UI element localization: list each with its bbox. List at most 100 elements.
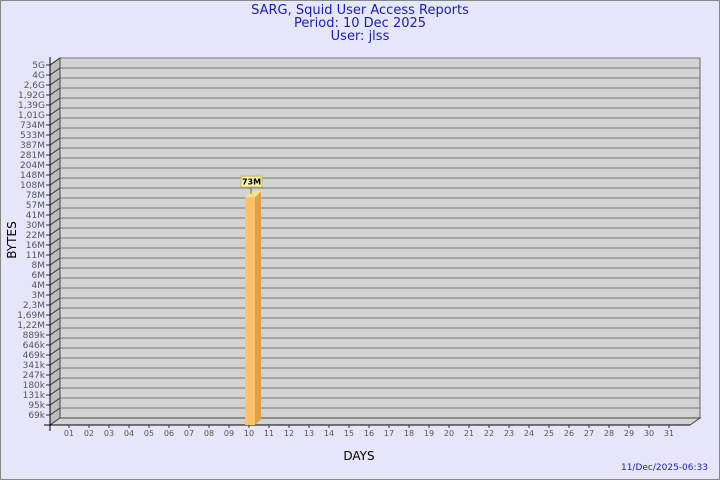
y-tick-label: 469k — [23, 351, 46, 361]
x-tick-label: 29 — [624, 429, 634, 438]
y-tick-label: 16M — [26, 241, 45, 251]
y-tick-label: 5G — [32, 61, 45, 71]
x-tick-label: 30 — [644, 429, 654, 438]
y-grid-slant — [49, 147, 61, 156]
y-tick-label: 78M — [26, 191, 45, 201]
y-tick-label: 41M — [26, 211, 45, 221]
bar — [245, 197, 255, 425]
y-grid-slant — [49, 277, 61, 286]
y-grid-slant — [49, 87, 61, 96]
y-tick-label: 533M — [20, 131, 45, 141]
y-grid-slant — [49, 357, 61, 366]
bar-side — [255, 191, 261, 425]
y-grid-slant — [49, 187, 61, 196]
bar-data-label: 73M — [242, 178, 261, 187]
y-tick-label: 4G — [32, 71, 45, 81]
y-grid-slant — [49, 257, 61, 266]
x-tick-label: 05 — [144, 429, 154, 438]
x-tick-label: 19 — [424, 429, 434, 438]
y-grid-slant — [49, 217, 61, 226]
bar-top — [245, 191, 261, 198]
y-tick-label: 1,92G — [18, 91, 45, 101]
x-tick-label: 08 — [204, 429, 214, 438]
chart-user: User: jlss — [330, 29, 390, 44]
y-tick-label: 889k — [23, 331, 46, 341]
y-grid-slant — [49, 347, 61, 356]
x-tick-label: 06 — [164, 429, 174, 438]
chart-period: Period: 10 Dec 2025 — [293, 16, 427, 31]
y-grid-slant — [49, 67, 61, 76]
y-grid-slant — [49, 227, 61, 236]
y-grid-slant — [49, 127, 61, 136]
y-grid-slant — [49, 157, 61, 166]
y-tick-label: 1,01G — [18, 111, 45, 121]
y-tick-label: 95k — [28, 401, 45, 411]
x-tick-label: 23 — [504, 429, 514, 438]
y-grid-slant — [49, 97, 61, 106]
y-grid-slant — [49, 237, 61, 246]
x-tick-label: 24 — [524, 429, 534, 438]
y-grid-slant — [49, 207, 61, 216]
plot-floor — [48, 417, 702, 426]
y-tick-label: 131k — [23, 391, 46, 401]
y-grid-slant — [49, 197, 61, 206]
y-grid-slant — [49, 247, 61, 256]
x-tick-label: 02 — [84, 429, 94, 438]
x-axis-label: DAYS — [343, 449, 374, 463]
x-tick-label: 25 — [544, 429, 554, 438]
y-tick-label: 69k — [28, 411, 45, 421]
y-grid-slant — [49, 407, 61, 416]
x-tick-label: 04 — [124, 429, 134, 438]
y-grid-slant — [49, 117, 61, 126]
y-tick-label: 734M — [20, 121, 45, 131]
x-tick-label: 20 — [444, 429, 454, 438]
y-tick-label: 2,6G — [24, 81, 45, 91]
y-tick-label: 1,69M — [17, 311, 45, 321]
x-tick-label: 18 — [404, 429, 414, 438]
y-tick-label: 148M — [20, 171, 45, 181]
y-grid-slant — [49, 337, 61, 346]
x-tick-label: 09 — [224, 429, 234, 438]
x-tick-label: 27 — [584, 429, 594, 438]
x-tick-label: 14 — [324, 429, 334, 438]
y-grid-slant — [49, 377, 61, 386]
x-tick-label: 26 — [564, 429, 574, 438]
y-tick-label: 11M — [26, 251, 45, 261]
x-tick-label: 31 — [664, 429, 674, 438]
y-tick-label: 341k — [23, 361, 46, 371]
x-tick-label: 11 — [264, 429, 274, 438]
x-tick-label: 13 — [304, 429, 314, 438]
y-grid-slant — [49, 397, 61, 406]
x-tick-label: 15 — [344, 429, 354, 438]
y-tick-label: 180k — [23, 381, 46, 391]
bar-label-box — [240, 175, 263, 188]
x-tick-label: 03 — [104, 429, 114, 438]
y-grid-slant — [49, 107, 61, 116]
y-grid-slant — [49, 77, 61, 86]
chart-title: SARG, Squid User Access Reports — [251, 3, 469, 18]
y-grid-slant — [49, 287, 61, 296]
y-tick-label: 108M — [20, 181, 45, 191]
y-tick-label: 2,3M — [23, 301, 45, 311]
y-tick-label: 1,22M — [17, 321, 45, 331]
x-tick-label: 28 — [604, 429, 614, 438]
y-grid-slant — [49, 327, 61, 336]
y-grid-slant — [49, 387, 61, 396]
y-grid-slant — [49, 57, 61, 66]
y-tick-label: 6M — [32, 271, 46, 281]
y-grid-slant — [49, 137, 61, 146]
y-tick-label: 8M — [32, 261, 46, 271]
y-tick-label: 4M — [32, 281, 46, 291]
x-tick-label: 17 — [384, 429, 394, 438]
y-axis-label: BYTES — [5, 221, 19, 258]
y-tick-label: 30M — [26, 221, 45, 231]
y-grid-slant — [49, 267, 61, 276]
y-tick-label: 646k — [23, 341, 46, 351]
y-tick-label: 281M — [20, 151, 45, 161]
y-grid-slant — [49, 367, 61, 376]
y-grid-slant — [49, 177, 61, 186]
x-tick-label: 16 — [364, 429, 374, 438]
y-grid-slant — [49, 297, 61, 306]
y-tick-label: 22M — [26, 231, 45, 241]
